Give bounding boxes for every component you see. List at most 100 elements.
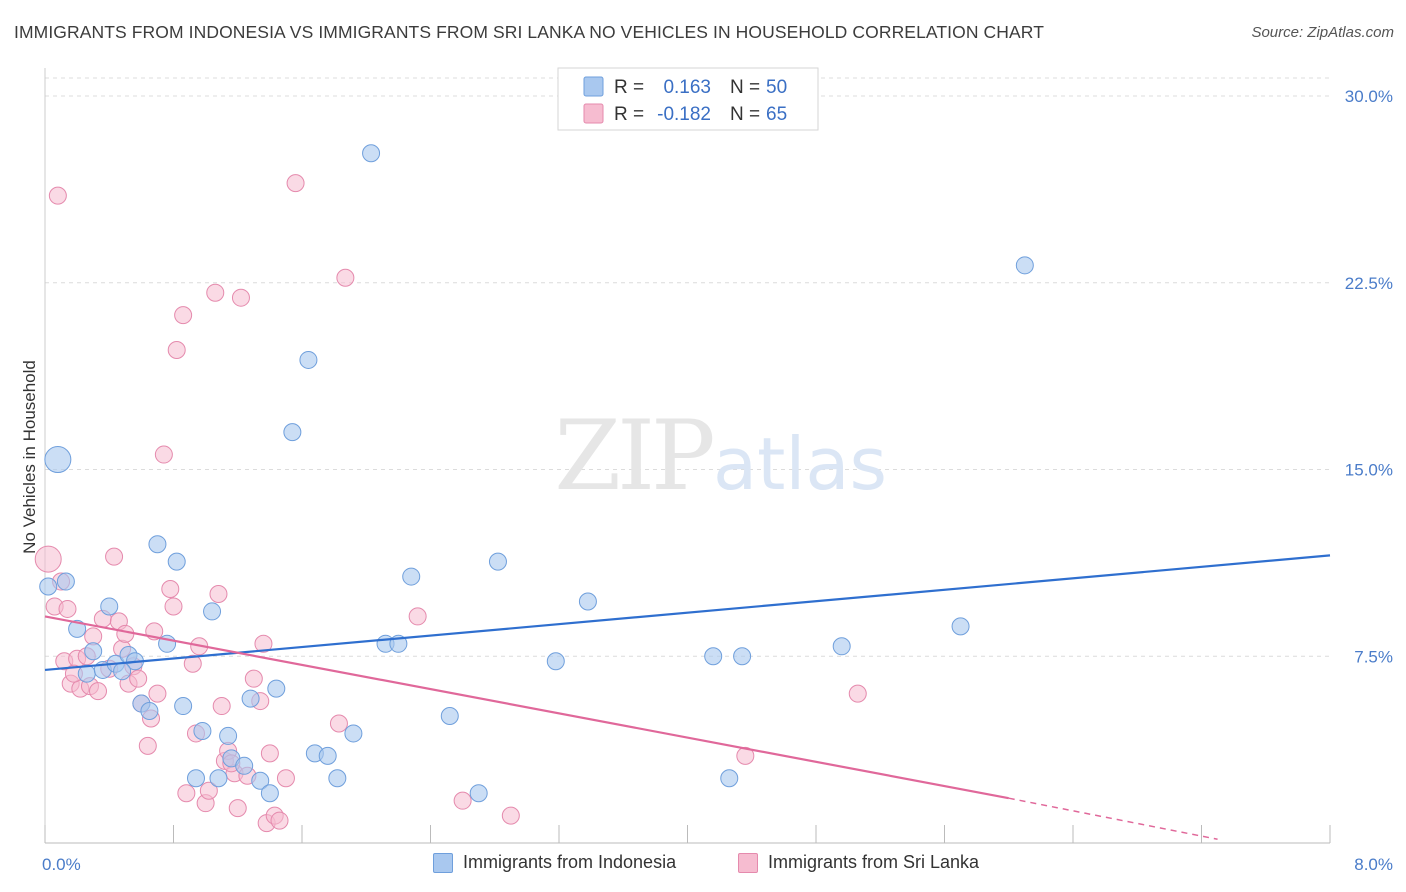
trend-indonesia <box>44 554 1331 672</box>
indonesia-point-31 <box>328 769 347 788</box>
x-tick-label-1: 8.0% <box>1354 855 1393 874</box>
indonesia-point-11 <box>140 702 159 721</box>
srilanka-point-43 <box>228 799 247 818</box>
srilanka-point-38 <box>209 585 228 603</box>
indonesia-point-0 <box>44 446 72 474</box>
srilanka-point-32 <box>183 654 202 673</box>
indonesia-point-33 <box>362 144 381 163</box>
srilanka-point-57 <box>408 607 427 626</box>
indonesia-point-16 <box>186 769 205 788</box>
bottom-legend: Immigrants from Indonesia Immigrants fro… <box>0 852 1406 878</box>
legend-r-value-1: 0.163 <box>663 77 711 98</box>
legend-square-srilanka <box>738 852 758 873</box>
indonesia-point-4 <box>84 642 103 661</box>
srilanka-point-28 <box>164 597 183 616</box>
y-tick-label-1: 15.0% <box>1345 461 1393 480</box>
chart-title: IMMIGRANTS FROM INDONESIA VS IMMIGRANTS … <box>14 22 1045 42</box>
srilanka-point-39 <box>212 697 231 716</box>
legend-n-label-1: N = <box>730 77 760 98</box>
legend-n-value-2: 65 <box>766 104 787 125</box>
watermark-atlas: atlas <box>713 422 887 506</box>
legend-n-value-1: 50 <box>766 77 787 98</box>
srilanka-point-53 <box>276 769 295 788</box>
indonesia-point-40 <box>546 652 565 671</box>
indonesia-point-39 <box>488 552 507 571</box>
indonesia-point-45 <box>832 637 851 656</box>
trend-srilanka <box>44 615 1009 800</box>
x-tick-label-0: 0.0% <box>42 855 81 874</box>
indonesia-point-1 <box>56 572 75 591</box>
indonesia-point-25 <box>260 784 279 803</box>
legend-r-value-2: -0.182 <box>657 104 711 125</box>
srilanka-point-55 <box>329 714 348 733</box>
trend-lines <box>44 554 1331 841</box>
indonesia-point-12 <box>148 535 167 554</box>
legend-box: R = 0.163 N = 50 R = -0.182 N = 65 <box>557 67 819 131</box>
legend-square-indonesia <box>433 852 453 873</box>
srilanka-point-30 <box>174 306 193 325</box>
indonesia-point-32 <box>344 724 363 743</box>
indonesia-point-22 <box>235 756 254 775</box>
watermark-zip: ZIP <box>554 400 713 512</box>
indonesia-point-30 <box>318 746 337 765</box>
srilanka-point-5 <box>58 599 77 618</box>
indonesia-point-23 <box>241 689 260 708</box>
indonesia-point-38 <box>469 784 488 803</box>
srilanka-point-36 <box>199 781 218 800</box>
series-indonesia-points <box>39 144 1034 803</box>
srilanka-point-60 <box>736 746 755 765</box>
indonesia-point-49 <box>113 662 132 681</box>
srilanka-point-37 <box>206 283 225 302</box>
legend-item-srilanka: Immigrants from Sri Lanka <box>738 852 979 873</box>
indonesia-point-48 <box>39 577 58 596</box>
srilanka-point-18 <box>116 624 135 643</box>
legend-r-label-2: R = <box>614 104 644 125</box>
legend-swatch-srilanka <box>583 103 604 124</box>
indonesia-point-14 <box>167 552 186 571</box>
indonesia-point-26 <box>267 679 286 698</box>
grid-lines <box>45 77 1330 657</box>
indonesia-point-24 <box>251 771 270 790</box>
legend-n-label-2: N = <box>730 104 760 125</box>
indonesia-point-47 <box>1015 256 1034 275</box>
indonesia-point-44 <box>733 647 752 666</box>
legend-item-indonesia: Immigrants from Indonesia <box>433 852 676 873</box>
srilanka-point-31 <box>177 784 196 803</box>
indonesia-point-2 <box>68 619 87 638</box>
srilanka-point-58 <box>453 791 472 810</box>
indonesia-point-18 <box>203 602 222 621</box>
legend-label-indonesia: Immigrants from Indonesia <box>463 852 677 872</box>
source-credit: Source: ZipAtlas.com <box>1251 24 1394 41</box>
srilanka-point-27 <box>161 580 180 599</box>
srilanka-point-46 <box>244 669 263 688</box>
y-tick-label-0: 7.5% <box>1354 647 1393 666</box>
indonesia-point-37 <box>440 707 459 726</box>
srilanka-point-56 <box>336 268 355 287</box>
indonesia-point-19 <box>209 769 228 788</box>
srilanka-point-15 <box>105 547 124 566</box>
indonesia-point-15 <box>174 697 193 716</box>
indonesia-point-28 <box>299 350 318 369</box>
srilanka-point-23 <box>138 736 157 755</box>
indonesia-point-6 <box>100 597 119 616</box>
indonesia-point-20 <box>219 726 238 745</box>
srilanka-point-44 <box>231 288 250 307</box>
srilanka-point-21 <box>129 669 148 688</box>
y-tick-label-2: 22.5% <box>1345 274 1393 293</box>
srilanka-point-25 <box>148 684 167 703</box>
legend-swatch-indonesia <box>583 76 604 97</box>
srilanka-point-54 <box>286 174 305 193</box>
srilanka-point-0 <box>34 545 62 573</box>
watermark: ZIP atlas <box>554 400 887 512</box>
indonesia-point-36 <box>402 567 421 586</box>
srilanka-point-61 <box>848 684 867 703</box>
tick-labels: 7.5% 15.0% 22.5% 30.0% 0.0% 8.0% <box>42 87 1393 874</box>
legend-label-srilanka: Immigrants from Sri Lanka <box>768 852 980 872</box>
indonesia-point-42 <box>704 647 723 666</box>
srilanka-point-48 <box>254 634 273 653</box>
indonesia-point-27 <box>283 423 302 442</box>
y-tick-label-3: 30.0% <box>1345 87 1393 106</box>
srilanka-point-26 <box>154 445 173 464</box>
srilanka-point-52 <box>270 811 289 830</box>
